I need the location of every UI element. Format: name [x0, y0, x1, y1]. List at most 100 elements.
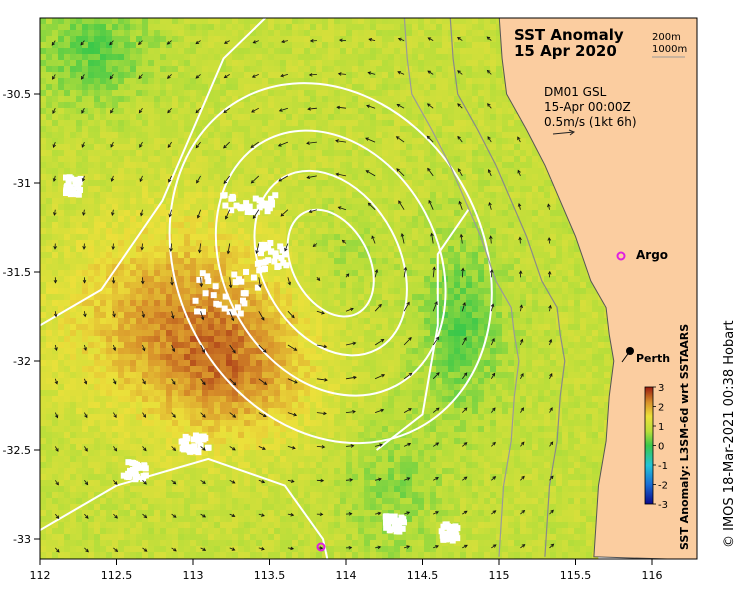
sst-cell	[460, 180, 467, 187]
sst-cell	[106, 336, 113, 343]
sst-cell	[574, 276, 581, 283]
sst-cell	[430, 330, 437, 337]
sst-cell	[466, 84, 473, 91]
sst-cell	[220, 90, 227, 97]
sst-cell	[322, 306, 329, 313]
sst-cell	[220, 342, 227, 349]
sst-cell	[88, 18, 95, 25]
sst-cell	[568, 360, 575, 367]
sst-cell	[70, 234, 77, 241]
sst-cell	[196, 120, 203, 127]
sst-cell	[124, 66, 131, 73]
sst-cell	[376, 270, 383, 277]
sst-cell	[358, 348, 365, 355]
sst-cell	[352, 246, 359, 253]
sst-cell	[154, 54, 161, 61]
sst-cell	[334, 96, 341, 103]
sst-cell	[412, 210, 419, 217]
sst-cell	[250, 36, 257, 43]
sst-cell	[202, 216, 209, 223]
sst-cell	[94, 126, 101, 133]
sst-cell	[430, 246, 437, 253]
sst-cell	[154, 60, 161, 67]
sst-cell	[286, 354, 293, 361]
sst-cell	[412, 150, 419, 157]
sst-cell	[448, 228, 455, 235]
sst-cell	[418, 72, 425, 79]
sst-cell	[322, 348, 329, 355]
sst-cell	[76, 42, 83, 49]
sst-cell	[88, 150, 95, 157]
sst-cell	[244, 144, 251, 151]
sst-cell	[490, 264, 497, 271]
sst-cell	[304, 228, 311, 235]
sst-cell	[58, 66, 65, 73]
sst-cell	[250, 306, 257, 313]
sst-cell	[328, 36, 335, 43]
sst-cell	[178, 126, 185, 133]
sst-cell	[346, 348, 353, 355]
sst-cell	[226, 252, 233, 259]
sst-cell	[292, 186, 299, 193]
sst-cell	[250, 324, 257, 331]
sst-cell	[586, 336, 593, 343]
sst-cell	[424, 102, 431, 109]
sst-cell	[538, 264, 545, 271]
sst-cell	[298, 90, 305, 97]
sst-cell	[88, 144, 95, 151]
sst-cell	[436, 180, 443, 187]
sst-cell	[94, 312, 101, 319]
sst-cell	[130, 252, 137, 259]
sst-cell	[472, 186, 479, 193]
sst-cell	[160, 108, 167, 115]
sst-cell	[226, 54, 233, 61]
sst-cell	[160, 204, 167, 211]
sst-cell	[106, 96, 113, 103]
sst-cell	[184, 210, 191, 217]
sst-cell	[412, 222, 419, 229]
sst-cell	[520, 138, 527, 145]
sst-cell	[436, 336, 443, 343]
sst-cell	[154, 228, 161, 235]
sst-cell	[172, 66, 179, 73]
sst-cell	[382, 234, 389, 241]
sst-cell	[64, 114, 71, 121]
sst-cell	[544, 216, 551, 223]
sst-cell	[526, 360, 533, 367]
sst-cell	[466, 78, 473, 85]
sst-cell	[556, 354, 563, 361]
sst-cell	[106, 78, 113, 85]
sst-cell	[76, 90, 83, 97]
sst-cell	[328, 54, 335, 61]
sst-cell	[88, 354, 95, 361]
sst-cell	[256, 60, 263, 67]
sst-cell	[406, 150, 413, 157]
sst-cell	[124, 126, 131, 133]
sst-cell	[298, 174, 305, 181]
sst-cell	[124, 24, 131, 31]
sst-cell	[100, 126, 107, 133]
sst-cell	[292, 72, 299, 79]
sst-cell	[238, 168, 245, 175]
sst-cell	[406, 102, 413, 109]
sst-cell	[160, 258, 167, 265]
sst-cell	[208, 42, 215, 49]
sst-cell	[70, 138, 77, 145]
sst-cell	[256, 24, 263, 31]
sst-cell	[136, 282, 143, 289]
sst-cell	[274, 282, 281, 289]
sst-cell	[184, 336, 191, 343]
sst-cell	[250, 252, 257, 259]
sst-cell	[412, 120, 419, 127]
sst-cell	[376, 30, 383, 37]
sst-cell	[376, 210, 383, 217]
sst-cell	[562, 234, 569, 241]
sst-cell	[214, 162, 221, 169]
sst-cell	[118, 150, 125, 157]
sst-cell	[544, 336, 551, 343]
sst-cell	[370, 360, 377, 367]
sst-cell	[106, 198, 113, 205]
sst-cell	[490, 60, 497, 67]
sst-cell	[136, 204, 143, 211]
sst-cell	[484, 114, 491, 121]
